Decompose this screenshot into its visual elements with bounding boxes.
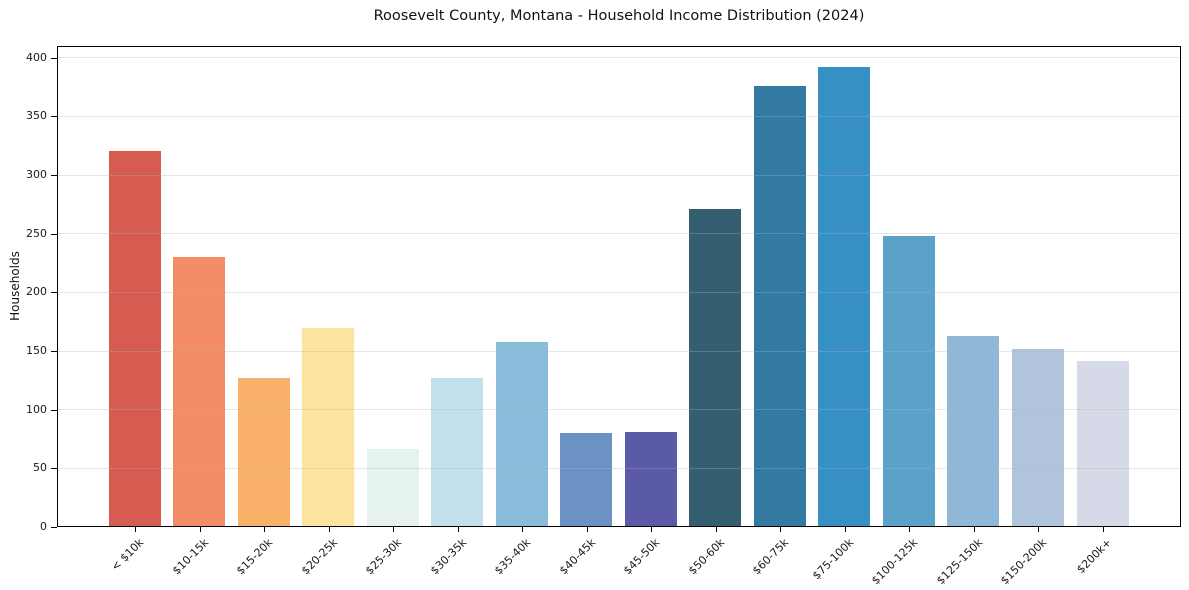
y-tick-mark — [51, 175, 57, 177]
x-tick-mark — [264, 527, 266, 532]
x-tick-mark — [1038, 527, 1040, 532]
bar-$150-200k — [1011, 348, 1064, 526]
y-tick-mark — [51, 57, 57, 59]
x-tick-mark — [909, 527, 911, 532]
gridline-350 — [58, 115, 1180, 117]
y-tick-label-0: 0 — [40, 520, 47, 533]
bar-$30-35k — [431, 378, 484, 526]
y-tick-label-200: 200 — [26, 285, 47, 299]
y-tick-label-100: 100 — [26, 402, 47, 416]
bar-$125-150k — [947, 335, 1000, 526]
bar-$200k+ — [1076, 360, 1129, 526]
bar-$50-60k — [689, 209, 742, 526]
x-tick-mark — [651, 527, 653, 532]
chart-title: Roosevelt County, Montana - Household In… — [373, 8, 865, 24]
bar-$45-50k — [624, 432, 677, 526]
y-tick-mark — [51, 116, 57, 118]
x-tick-mark — [457, 527, 459, 532]
x-tick-label-< $10k: < $10k — [108, 536, 147, 574]
x-tick-mark — [199, 527, 201, 532]
x-tick-mark — [135, 527, 136, 532]
gridline-150 — [58, 350, 1180, 352]
plot-area — [57, 46, 1181, 527]
y-tick-mark — [51, 468, 57, 470]
gridline-50 — [58, 467, 1180, 469]
bar-$60-75k — [753, 86, 806, 526]
bar-$100-125k — [882, 236, 935, 526]
x-tick-mark — [1103, 527, 1104, 532]
gridline-200 — [58, 291, 1180, 293]
y-tick-label-300: 300 — [26, 168, 47, 182]
bar-$35-40k — [495, 341, 548, 526]
x-tick-mark — [522, 527, 524, 532]
x-tick-mark — [973, 527, 975, 532]
x-tick-mark — [393, 527, 395, 532]
y-tick-mark — [51, 351, 57, 353]
bar-$40-45k — [560, 433, 613, 526]
bar-$15-20k — [237, 378, 290, 526]
y-tick-label-50: 50 — [33, 461, 47, 475]
x-tick-mark — [586, 527, 588, 532]
bar-< $10k — [108, 150, 161, 526]
gridline-400 — [58, 57, 1180, 59]
y-tick-mark — [51, 292, 57, 294]
y-tick-label-350: 350 — [26, 109, 47, 123]
y-tick-label-400: 400 — [26, 50, 47, 64]
bar-$10-15k — [173, 257, 226, 526]
y-tick-mark — [51, 233, 57, 235]
bar-$75-100k — [818, 67, 871, 526]
y-tick-label-250: 250 — [26, 226, 47, 240]
y-tick-mark — [51, 527, 57, 528]
gridline-300 — [58, 174, 1180, 176]
gridline-100 — [58, 409, 1180, 411]
y-tick-mark — [51, 409, 57, 411]
x-tick-mark — [328, 527, 330, 532]
x-tick-mark — [844, 527, 846, 532]
y-tick-label-150: 150 — [26, 344, 47, 358]
x-tick-mark — [780, 527, 782, 532]
bar-$25-30k — [366, 448, 419, 526]
bar-$20-25k — [302, 327, 355, 526]
x-tick-mark — [715, 527, 717, 532]
gridline-250 — [58, 233, 1180, 235]
